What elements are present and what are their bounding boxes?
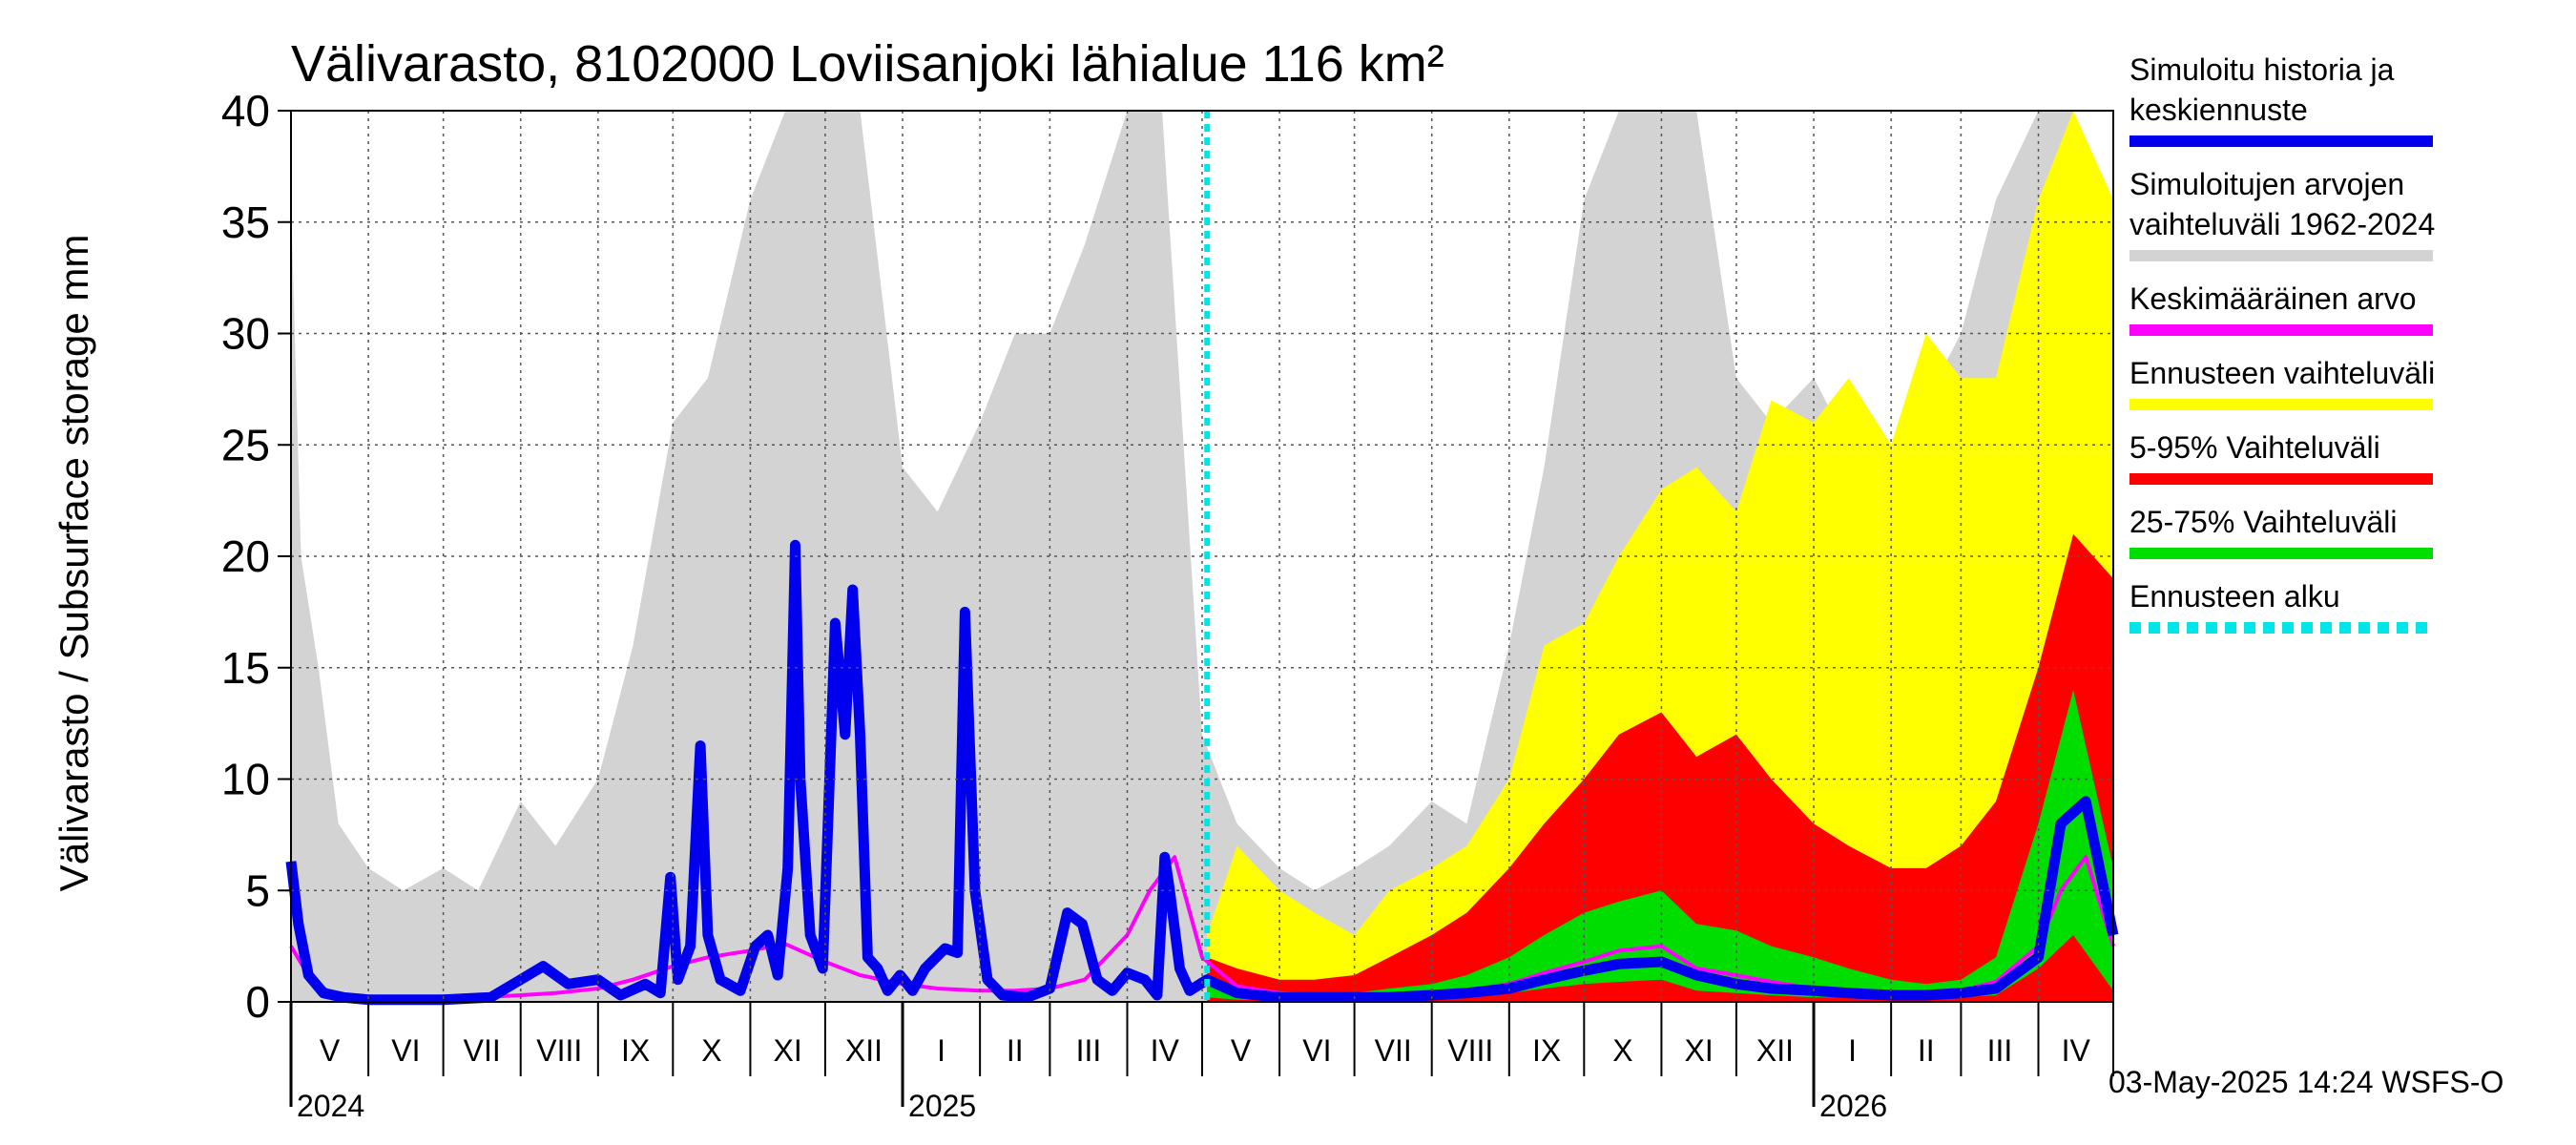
month-label: IX <box>621 1033 650 1068</box>
month-label: X <box>701 1033 721 1068</box>
y-tick-label: 10 <box>221 755 270 804</box>
legend-label: Simuloitujen arvojen <box>2129 167 2404 201</box>
month-label: VII <box>464 1033 501 1068</box>
y-tick-label: 25 <box>221 420 270 469</box>
y-tick-label: 20 <box>221 531 270 581</box>
timestamp-label: 03-May-2025 14:24 WSFS-O <box>2109 1065 2503 1099</box>
chart-title: Välivarasto, 8102000 Loviisanjoki lähial… <box>291 35 1444 93</box>
y-tick-label: 15 <box>221 643 270 693</box>
month-label: XI <box>1685 1033 1714 1068</box>
month-label: III <box>1076 1033 1102 1068</box>
year-label: 2024 <box>297 1089 364 1123</box>
month-label: XII <box>845 1033 883 1068</box>
legend-label: Ennusteen alku <box>2129 579 2340 614</box>
month-label: I <box>937 1033 945 1068</box>
month-label: IV <box>1151 1033 1180 1068</box>
y-tick-label: 30 <box>221 309 270 359</box>
y-tick-label: 35 <box>221 198 270 247</box>
month-label: VIII <box>536 1033 582 1068</box>
month-label: II <box>1007 1033 1024 1068</box>
month-label: II <box>1918 1033 1935 1068</box>
month-label: IV <box>2062 1033 2091 1068</box>
y-tick-label: 40 <box>221 86 270 135</box>
legend: Simuloitu historia ja keskiennuste Simuloi… <box>2129 52 2435 634</box>
month-label: VI <box>1302 1033 1331 1068</box>
month-label: VII <box>1375 1033 1412 1068</box>
series-band-5-95-vaihteluv-li <box>1207 533 2113 1002</box>
month-label: III <box>1987 1033 2013 1068</box>
year-label: 2026 <box>1819 1089 1887 1123</box>
legend-label: Simuloitu historia ja <box>2129 52 2395 87</box>
legend-label: 25-75% Vaihteluväli <box>2129 505 2397 539</box>
legend-label: Keskimääräinen arvo <box>2129 281 2417 316</box>
month-label: XI <box>774 1033 802 1068</box>
y-tick-label: 0 <box>245 977 270 1027</box>
month-label: X <box>1612 1033 1632 1068</box>
legend-label: keskiennuste <box>2129 93 2308 127</box>
legend-label: vaihteluväli 1962-2024 <box>2129 207 2435 241</box>
series-line-simuloitu-historia-ja-keskiennuste <box>285 539 2119 1006</box>
month-label: VI <box>391 1033 420 1068</box>
legend-label: 5-95% Vaihteluväli <box>2129 430 2380 465</box>
month-label: V <box>320 1033 341 1068</box>
y-axis-label: Välivarasto / Subsurface storage mm <box>52 235 96 892</box>
legend-label: Ennusteen vaihteluväli <box>2129 356 2435 390</box>
month-label: IX <box>1532 1033 1561 1068</box>
month-label: XII <box>1756 1033 1794 1068</box>
month-label: I <box>1848 1033 1857 1068</box>
month-label: V <box>1231 1033 1252 1068</box>
month-label: VIII <box>1447 1033 1493 1068</box>
year-label: 2025 <box>908 1089 976 1123</box>
y-tick-label: 5 <box>245 865 270 915</box>
